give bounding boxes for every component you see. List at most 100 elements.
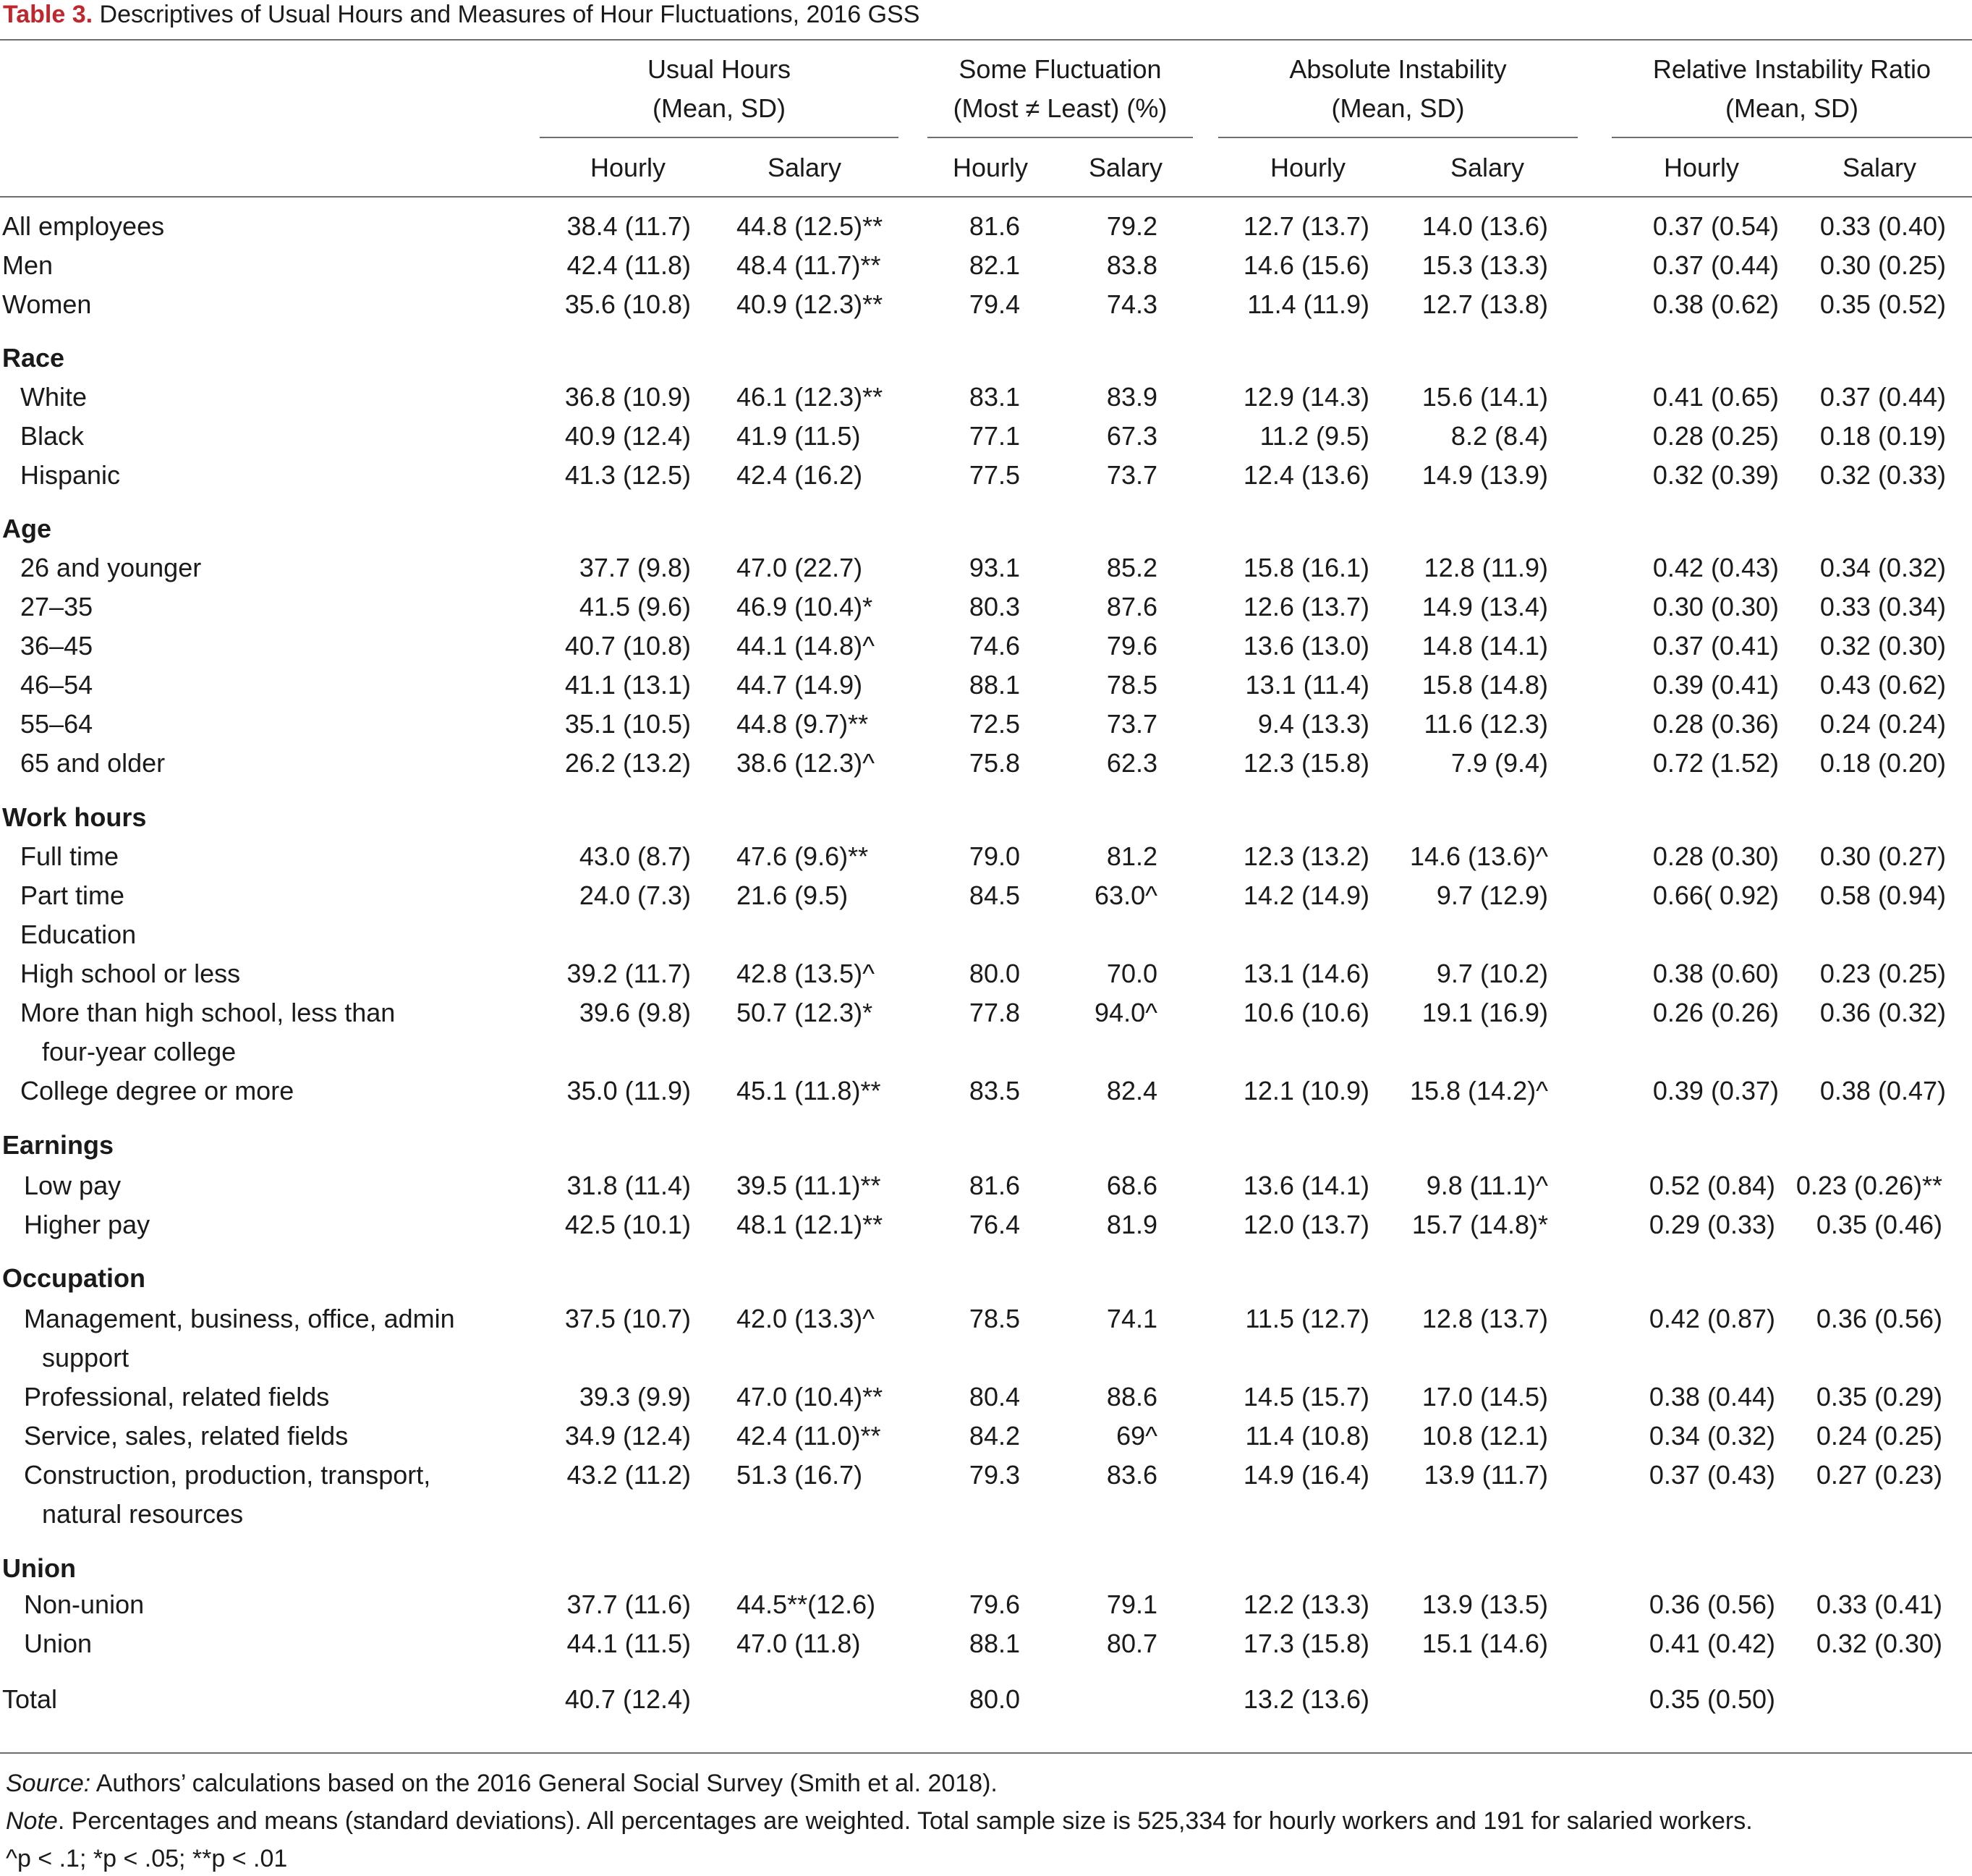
- table-cell: 47.6 (9.6)**: [736, 841, 869, 871]
- table-cell: 37.7 (11.6): [566, 1589, 691, 1619]
- table-cell: 73.7: [1106, 709, 1157, 739]
- table-cell: 0.33 (0.41): [1816, 1589, 1942, 1619]
- group-header-relative-instability: Relative Instability Ratio: [1652, 54, 1931, 84]
- table-cell: 0.33 (0.40): [1819, 211, 1946, 241]
- table-cell: 70.0: [1106, 959, 1157, 988]
- table-cell: 34.9 (12.4): [564, 1421, 691, 1451]
- relative-instability-rule: [1612, 137, 1972, 138]
- table-cell: 78.5: [1106, 670, 1157, 700]
- table-cell: 14.9 (16.4): [1243, 1460, 1369, 1490]
- table-cell: 77.8: [969, 998, 1020, 1027]
- table-cell: 0.37 (0.41): [1652, 631, 1779, 661]
- row-label: High school or less: [20, 959, 241, 988]
- table-cell: 9.7 (10.2): [1436, 959, 1548, 988]
- table-cell: 0.66( 0.92): [1652, 880, 1779, 910]
- table-cell: 26.2 (13.2): [564, 748, 691, 778]
- table-cell: 12.7 (13.7): [1243, 211, 1369, 241]
- column-header-hourly: Hourly: [952, 153, 1029, 182]
- group-subtitle-usual-hours: (Mean, SD): [652, 93, 786, 123]
- table-cell: 0.32 (0.33): [1819, 460, 1946, 490]
- table-cell: 44.5**(12.6): [736, 1589, 876, 1619]
- table-cell: 0.35 (0.46): [1816, 1210, 1942, 1239]
- table-cell: 0.32 (0.30): [1819, 631, 1946, 661]
- table-cell: 0.18 (0.20): [1819, 748, 1946, 778]
- table-cell: 35.0 (11.9): [566, 1076, 691, 1105]
- table-cell: 77.5: [969, 460, 1020, 490]
- usual-hours-rule: [540, 137, 898, 138]
- table-cell: 0.41 (0.65): [1652, 382, 1779, 412]
- table-cell: 13.6 (14.1): [1243, 1171, 1369, 1200]
- table-caption: Descriptives of Usual Hours and Measures…: [99, 1, 920, 28]
- table-cell: 14.6 (15.6): [1243, 250, 1369, 280]
- table-cell: 12.0 (13.7): [1243, 1210, 1369, 1239]
- row-label: 27–35: [20, 592, 93, 621]
- table-cell: 13.1 (14.6): [1243, 959, 1369, 988]
- row-label: Hispanic: [20, 460, 121, 490]
- column-header-salary: Salary: [1088, 153, 1163, 182]
- section-heading: Earnings: [2, 1130, 114, 1160]
- bottom-rule: [0, 1752, 1972, 1754]
- note-text: . Percentages and means (standard deviat…: [57, 1807, 1753, 1835]
- table-cell: 79.6: [969, 1589, 1020, 1619]
- row-label: Construction, production, transport,: [24, 1460, 431, 1490]
- table-cell: 94.0^: [1095, 998, 1157, 1027]
- table-cell: 77.1: [969, 421, 1020, 451]
- table-cell: 7.9 (9.4): [1450, 748, 1548, 778]
- table-cell: 38.4 (11.7): [566, 211, 691, 241]
- table-cell: 83.6: [1106, 1460, 1157, 1490]
- table-cell: 12.8 (13.7): [1421, 1304, 1548, 1333]
- section-heading: Work hours: [2, 802, 147, 832]
- table-cell: 88.1: [969, 1629, 1020, 1658]
- table-cell: 42.4 (16.2): [736, 460, 863, 490]
- table-cell: 13.1 (11.4): [1245, 670, 1369, 700]
- table-cell: 41.9 (11.5): [736, 421, 861, 451]
- table-cell: 11.6 (12.3): [1424, 709, 1548, 739]
- table-cell: 40.7 (10.8): [564, 631, 691, 661]
- table-cell: 19.1 (16.9): [1421, 998, 1548, 1027]
- note-label: Note: [6, 1807, 58, 1835]
- table-cell: 67.3: [1106, 421, 1157, 451]
- table-cell: 0.37 (0.44): [1819, 382, 1946, 412]
- table-cell: 79.4: [969, 289, 1020, 319]
- table-cell: 47.0 (11.8): [736, 1629, 861, 1658]
- table-cell: 14.8 (14.1): [1421, 631, 1548, 661]
- table-cell: 0.41 (0.42): [1649, 1629, 1775, 1658]
- table-cell: 74.3: [1106, 289, 1157, 319]
- table-cell: 39.5 (11.1)**: [736, 1171, 881, 1200]
- table-cell: 48.1 (12.1)**: [736, 1210, 883, 1239]
- row-label: College degree or more: [20, 1076, 294, 1105]
- row-label: 26 and younger: [20, 553, 202, 582]
- table-cell: 0.35 (0.52): [1819, 289, 1946, 319]
- table-cell: 43.2 (11.2): [566, 1460, 691, 1490]
- table-cell: 21.6 (9.5): [736, 880, 849, 910]
- general-note: Note. Percentages and means (standard de…: [6, 1805, 1753, 1837]
- table-cell: 42.4 (11.8): [566, 250, 691, 280]
- row-label: 36–45: [20, 631, 93, 661]
- table-cell: 0.35 (0.29): [1816, 1382, 1942, 1412]
- table-cell: 82.4: [1106, 1076, 1157, 1105]
- table-cell: 0.33 (0.34): [1819, 592, 1946, 621]
- table-cell: 81.9: [1106, 1210, 1157, 1239]
- column-header-salary: Salary: [767, 153, 842, 182]
- table-cell: 0.36 (0.56): [1816, 1304, 1942, 1333]
- table-cell: 84.2: [969, 1421, 1020, 1451]
- table-cell: 0.37 (0.43): [1649, 1460, 1775, 1490]
- table-cell: 13.9 (11.7): [1424, 1460, 1548, 1490]
- table-cell: 35.6 (10.8): [564, 289, 691, 319]
- table-cell: 14.6 (13.6)^: [1409, 841, 1548, 871]
- row-label: Men: [2, 250, 54, 280]
- table-cell: 15.3 (13.3): [1421, 250, 1548, 280]
- table-cell: 44.1 (14.8)^: [736, 631, 875, 661]
- table-cell: 79.3: [969, 1460, 1020, 1490]
- table-cell: 12.7 (13.8): [1421, 289, 1548, 319]
- table-cell: 44.8 (12.5)**: [736, 211, 883, 241]
- table-cell: 82.1: [969, 250, 1020, 280]
- column-header-hourly: Hourly: [1270, 153, 1346, 182]
- table-cell: 81.6: [969, 211, 1020, 241]
- table-cell: 31.8 (11.4): [566, 1171, 691, 1200]
- table-cell: 0.37 (0.54): [1652, 211, 1779, 241]
- row-label: Black: [20, 421, 85, 451]
- table-cell: 87.6: [1106, 592, 1157, 621]
- table-cell: 0.39 (0.41): [1652, 670, 1779, 700]
- table-cell: 14.2 (14.9): [1243, 880, 1369, 910]
